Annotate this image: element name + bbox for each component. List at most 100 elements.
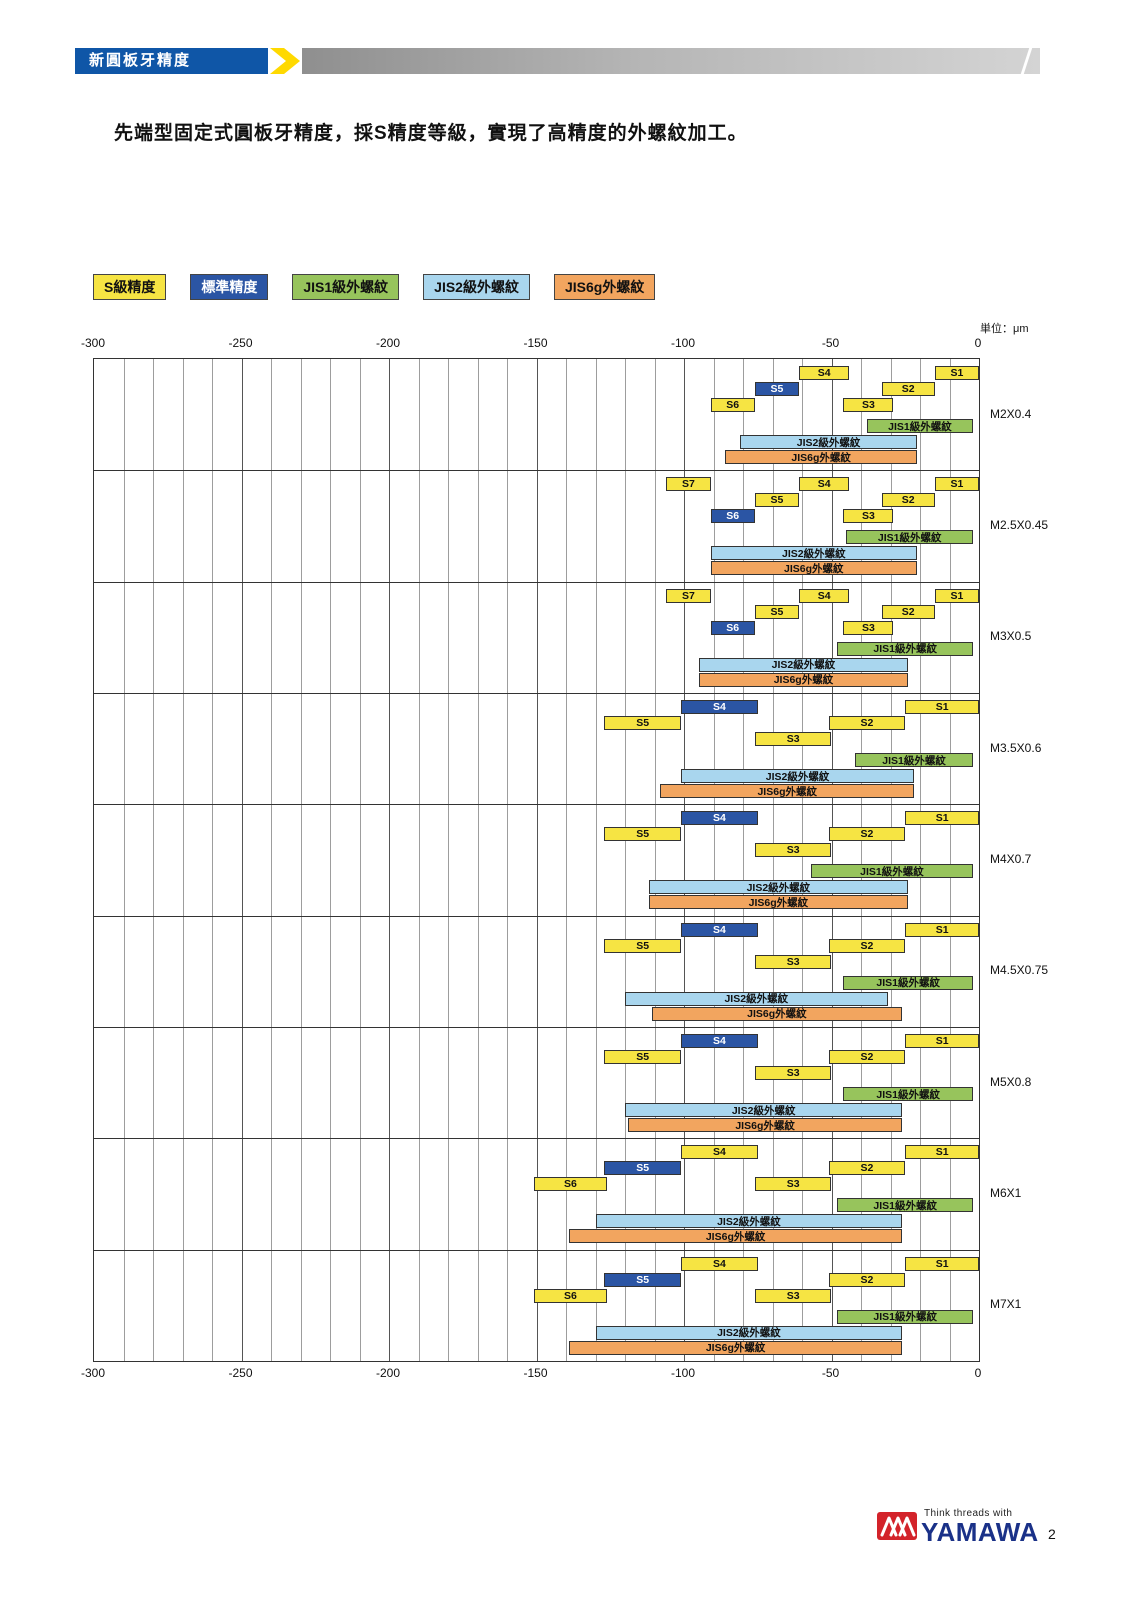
- range-bar: JIS1級外螺紋: [810, 864, 974, 879]
- range-bar: S2: [828, 1161, 906, 1176]
- range-bar: S6: [710, 398, 755, 412]
- page-number: 2: [1048, 1526, 1056, 1542]
- range-bar: S1: [905, 1145, 979, 1160]
- intro-text: 先端型固定式圓板牙精度，採S精度等級，實現了高精度的外螺紋加工。: [114, 123, 748, 144]
- axis-tick: -150: [523, 1366, 548, 1380]
- range-bar: S5: [604, 1161, 682, 1176]
- axis-tick: -300: [80, 336, 106, 350]
- range-bar: S2: [828, 938, 906, 953]
- gridline: [595, 359, 597, 1361]
- range-bar: S2: [828, 1050, 906, 1064]
- gridline: [182, 359, 184, 1361]
- range-bar: JIS1級外螺紋: [843, 1087, 974, 1101]
- range-bar: JIS6g外螺紋: [651, 1006, 903, 1021]
- row-separator: [94, 470, 979, 472]
- gridline: [359, 359, 361, 1361]
- range-bar: S6: [710, 620, 755, 635]
- range-bar: JIS2級外螺紋: [595, 1325, 903, 1340]
- range-bar: S4: [681, 1034, 758, 1048]
- range-bar: S1: [934, 477, 979, 492]
- row-label: M6X1: [990, 1185, 1022, 1200]
- gridline: [949, 359, 951, 1361]
- row-separator: [94, 1027, 979, 1028]
- gridline: [625, 359, 626, 1361]
- gridline: [389, 359, 390, 1361]
- range-bar: S5: [754, 493, 800, 508]
- row-separator: [94, 1138, 979, 1140]
- range-bar: S3: [754, 1177, 832, 1192]
- range-bar: S5: [604, 716, 682, 730]
- range-bar: JIS6g外螺紋: [710, 561, 918, 576]
- range-bar: JIS6g外螺紋: [568, 1229, 903, 1244]
- range-bar: S3: [754, 1288, 832, 1303]
- range-bar: JIS2級外螺紋: [595, 1214, 903, 1229]
- range-bar: S5: [604, 1050, 682, 1064]
- row-label: M4.5X0.75: [990, 963, 1049, 978]
- row-label: M3.5X0.6: [990, 740, 1042, 755]
- brand-wordmark: YAMAWA: [921, 1517, 1039, 1547]
- range-bar: JIS6g外螺紋: [660, 784, 915, 798]
- gridline: [861, 359, 862, 1361]
- range-bar: S2: [881, 382, 935, 396]
- range-bar: S1: [905, 922, 979, 937]
- range-bar: S6: [533, 1177, 608, 1192]
- range-bar: S4: [681, 811, 758, 826]
- page-header: 新圓板牙精度: [75, 48, 1040, 74]
- range-bar: S2: [881, 604, 935, 619]
- row-label: M2.5X0.45: [990, 517, 1049, 532]
- range-bar: S3: [754, 843, 832, 858]
- range-bar: JIS2級外螺紋: [740, 435, 918, 449]
- range-bar: JIS6g外螺紋: [698, 672, 909, 687]
- x-axis-top: -300 -250 -200 -150 -100 -50 0: [81, 336, 981, 352]
- gridline: [772, 359, 774, 1361]
- range-bar: S3: [843, 398, 894, 412]
- range-bar: S3: [754, 954, 832, 969]
- range-bar: S3: [843, 620, 894, 635]
- gridline: [448, 359, 449, 1361]
- range-bar: S5: [604, 938, 682, 953]
- legend-item-jis1: JIS1級外螺紋: [292, 274, 400, 300]
- gridline: [507, 359, 508, 1361]
- row-separator: [94, 1249, 979, 1251]
- axis-tick: -50: [821, 1366, 840, 1380]
- row-label: M3X0.5: [990, 629, 1032, 644]
- range-bar: JIS6g外螺紋: [648, 895, 909, 910]
- gridline: [123, 359, 125, 1361]
- range-bar: S2: [828, 827, 906, 842]
- page-footer: Think threads with YAMAWA 2: [0, 1500, 1131, 1560]
- range-bar: JIS6g外螺紋: [725, 450, 918, 464]
- row-separator: [94, 804, 979, 806]
- range-bar: S6: [533, 1288, 608, 1303]
- axis-tick: -200: [375, 336, 401, 350]
- range-bar: S1: [905, 700, 979, 714]
- row-label: M2X0.4: [990, 406, 1032, 421]
- range-bar: JIS1級外螺紋: [837, 641, 974, 656]
- axis-tick: -250: [228, 336, 253, 350]
- range-bar: S7: [666, 588, 711, 603]
- gridline: [477, 359, 479, 1361]
- row-label: M5X0.8: [990, 1074, 1032, 1089]
- range-bar: S6: [710, 509, 755, 524]
- axis-tick: -250: [228, 1366, 253, 1380]
- axis-tick: -100: [670, 1366, 696, 1380]
- range-bar: S4: [681, 1145, 758, 1160]
- legend-item-jis6g: JIS6g外螺紋: [553, 274, 656, 300]
- gridline: [566, 359, 567, 1361]
- range-bar: S4: [799, 366, 850, 380]
- range-bar: S3: [754, 1066, 832, 1080]
- gridline: [713, 359, 715, 1361]
- legend: S級精度 標準精度 JIS1級外螺紋 JIS2級外螺紋 JIS6g外螺紋: [93, 274, 656, 300]
- footer-tagline: Think threads with: [924, 1508, 1013, 1519]
- row-label: M4X0.7: [990, 851, 1032, 866]
- range-bar: S2: [828, 1272, 906, 1287]
- gridline: [684, 359, 685, 1361]
- row-separator: [94, 693, 979, 694]
- range-bar: JIS2級外螺紋: [698, 657, 909, 672]
- gridline: [920, 359, 921, 1361]
- row-separator: [94, 581, 979, 583]
- axis-tick: -150: [523, 336, 548, 350]
- range-bar: S4: [681, 1256, 758, 1271]
- range-bar: JIS2級外螺紋: [681, 769, 915, 783]
- range-bar: JIS2級外螺紋: [648, 880, 909, 895]
